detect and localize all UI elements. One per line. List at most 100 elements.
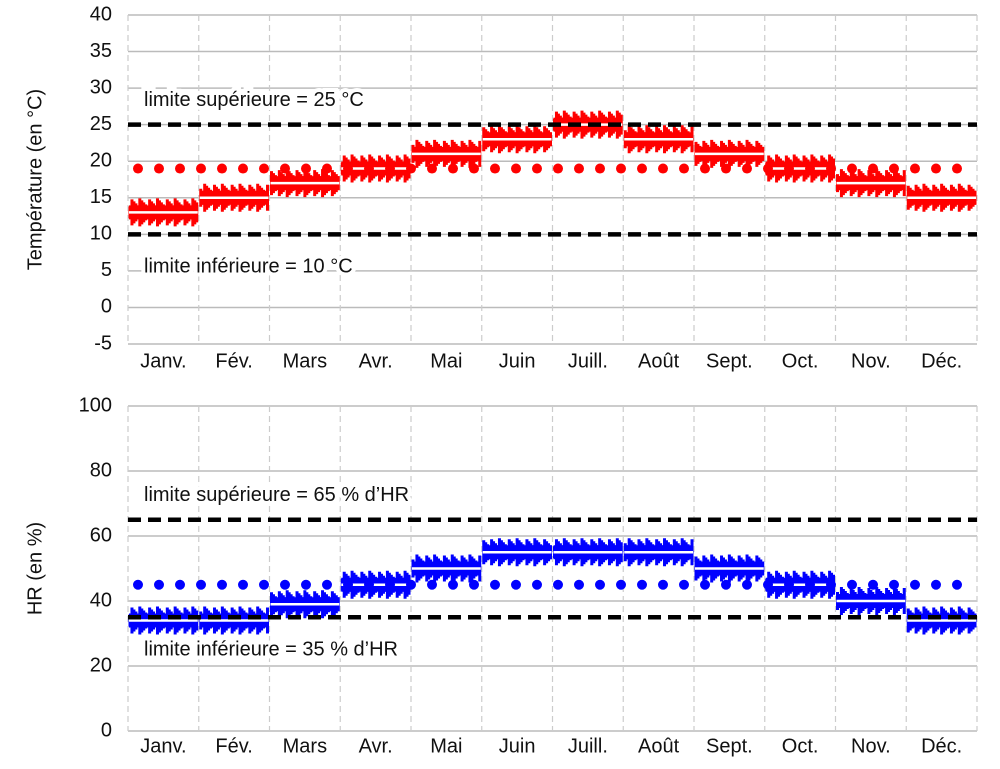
- dot: [196, 579, 206, 590]
- x-tick-label: Avr.: [359, 350, 393, 372]
- dot: [385, 163, 395, 174]
- y-axis-label: Température (en °C): [24, 89, 46, 270]
- dot: [154, 579, 164, 590]
- limit-label: limite supérieure = 65 % d’HR: [144, 484, 409, 506]
- dot: [910, 163, 920, 174]
- dot: [448, 163, 458, 174]
- y-tick-label: 5: [101, 259, 112, 281]
- dot: [511, 579, 521, 590]
- dot: [406, 579, 416, 590]
- y-tick-label: 40: [90, 3, 112, 25]
- dot: [721, 579, 731, 590]
- dot: [742, 579, 752, 590]
- x-tick-label: Mars: [283, 350, 327, 372]
- dot: [322, 163, 332, 174]
- dot: [784, 163, 794, 174]
- x-tick-label: Sept.: [706, 350, 753, 372]
- dot: [805, 163, 815, 174]
- dot: [637, 163, 647, 174]
- month-band: [836, 587, 906, 615]
- dot: [637, 579, 647, 590]
- dot: [700, 163, 710, 174]
- month-band: [765, 154, 835, 183]
- mean-dotted-line: [133, 579, 962, 590]
- dot: [217, 579, 227, 590]
- mean-dotted-line: [133, 163, 962, 174]
- dot: [616, 163, 626, 174]
- month-band: [553, 538, 623, 567]
- x-tick-label: Déc.: [921, 735, 962, 757]
- dot: [301, 579, 311, 590]
- x-tick-label: Fév.: [215, 350, 252, 372]
- dot: [511, 163, 521, 174]
- dot: [679, 163, 689, 174]
- month-band: [199, 606, 269, 635]
- limit-label: limite inférieure = 10 °C: [144, 256, 353, 278]
- y-tick-label: 15: [90, 186, 112, 208]
- x-tick-label: Fév.: [215, 735, 252, 757]
- x-tick-label: Janv.: [140, 350, 186, 372]
- dot: [826, 579, 836, 590]
- dot: [532, 579, 542, 590]
- x-tick-label: Mai: [430, 350, 462, 372]
- dot: [616, 579, 626, 590]
- dot: [910, 579, 920, 590]
- dot: [847, 163, 857, 174]
- x-tick-label: Avr.: [359, 735, 393, 757]
- dot: [889, 163, 899, 174]
- month-band: [623, 125, 694, 154]
- dot: [490, 163, 500, 174]
- dot: [280, 579, 290, 590]
- dot: [238, 163, 248, 174]
- dot: [889, 579, 899, 590]
- y-tick-label: 0: [101, 296, 112, 318]
- month-band: [411, 139, 482, 168]
- month-band: [906, 183, 977, 212]
- dot: [427, 579, 437, 590]
- x-tick-label: Juin: [499, 735, 536, 757]
- dot: [343, 163, 353, 174]
- dot: [280, 163, 290, 174]
- month-band: [694, 139, 765, 168]
- dot: [343, 579, 353, 590]
- y-tick-label: 60: [90, 524, 112, 546]
- dot: [133, 579, 143, 590]
- dot: [658, 579, 668, 590]
- dot: [763, 579, 773, 590]
- dot: [784, 579, 794, 590]
- month-band: [411, 554, 482, 583]
- dot: [868, 579, 878, 590]
- limit-label: limite inférieure = 35 % d’HR: [144, 639, 398, 661]
- dot: [490, 579, 500, 590]
- x-tick-label: Août: [638, 735, 680, 757]
- y-tick-label: 100: [79, 394, 112, 416]
- dot: [595, 579, 605, 590]
- y-tick-label: 40: [90, 589, 112, 611]
- dot: [553, 579, 563, 590]
- dot: [469, 163, 479, 174]
- x-tick-label: Mai: [430, 735, 462, 757]
- month-band: [623, 538, 694, 567]
- month-band: [906, 606, 977, 635]
- dot: [133, 163, 143, 174]
- x-tick-label: Mars: [283, 735, 327, 757]
- dot: [259, 579, 269, 590]
- dot: [175, 579, 185, 590]
- dot: [469, 579, 479, 590]
- x-tick-label: Oct.: [782, 735, 819, 757]
- dot: [196, 163, 206, 174]
- y-tick-label: 25: [90, 113, 112, 135]
- dot: [805, 579, 815, 590]
- x-tick-label: Juin: [499, 350, 536, 372]
- limit-label: limite supérieure = 25 °C: [144, 89, 364, 111]
- dot: [595, 163, 605, 174]
- month-band: [128, 198, 199, 227]
- dot: [259, 163, 269, 174]
- x-tick-label: Juill.: [568, 735, 608, 757]
- y-axis-label: HR (en %): [24, 522, 46, 615]
- x-tick-label: Janv.: [140, 735, 186, 757]
- month-band: [128, 606, 199, 635]
- dot: [952, 163, 962, 174]
- dot: [658, 163, 668, 174]
